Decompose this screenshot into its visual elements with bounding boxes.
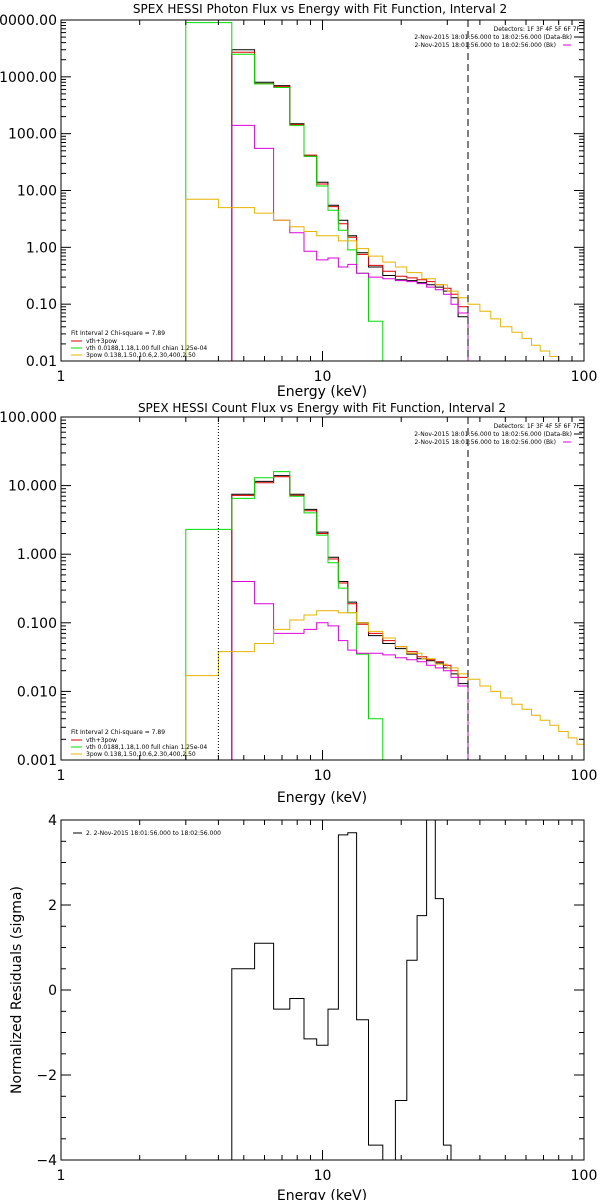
chart-title: SPEX HESSI Photon Flux vs Energy with Fi…	[133, 2, 507, 16]
series-layer	[185, 471, 585, 761]
series-line-3	[185, 22, 384, 361]
y-tick-label: 100.000	[0, 410, 57, 426]
legend-item: vth+3pow	[86, 338, 117, 345]
axis-ticks: 1 10 100 100.000 10.000 1.000 0.100 0.010 0.001	[0, 410, 597, 784]
count-flux-panel: SPEX HESSI Count Flux vs Energy with Fit…	[0, 401, 597, 806]
x-axis-label: Energy (keV)	[277, 384, 367, 400]
x-axis-label: Energy (keV)	[277, 1188, 367, 1200]
legend: Fit Interval 2 Chi-square = 7.89 vth+3po…	[71, 729, 207, 758]
y-tick-label: 1.000	[17, 547, 57, 563]
plot-frame	[60, 19, 585, 362]
info-line: 2-Nov-2015 18:01:56.000 to 18:02:56.000 …	[414, 34, 572, 41]
y-tick-label: 0.010	[17, 684, 57, 700]
info-line: 2-Nov-2015 18:01:56.000 to 18:02:56.000 …	[414, 431, 572, 438]
legend: 2. 2-Nov-2015 18:01:56.000 to 18:02:56.0…	[73, 830, 221, 837]
y-tick-label: 1000.00	[0, 70, 57, 86]
y-tick-label: 0.10	[26, 297, 57, 313]
series-line-2	[218, 51, 469, 362]
series-line-4	[218, 581, 469, 761]
legend-item: Fit Interval 2 Chi-square = 7.89	[71, 729, 165, 736]
legend-item: vth+3pow	[86, 737, 117, 744]
legend-item: vth 0.0188,1.18,1.00 full chian 1.25e-04	[86, 345, 207, 352]
y-tick-label: −2	[36, 1068, 57, 1084]
info-line: Detectors: 1F 3F 4F 5F 6F 7F	[494, 423, 581, 430]
y-tick-label: 4	[48, 813, 57, 829]
series-layer	[218, 819, 468, 1161]
legend-item: 3pow 0.138,1.50,10.6,2.30,400,2.50	[86, 352, 196, 359]
series-line-5	[185, 610, 585, 760]
info-block: Detectors: 1F 3F 4F 5F 6F 7F 2-Nov-2015 …	[414, 423, 582, 446]
x-tick-label: 10	[314, 1168, 332, 1184]
y-tick-label: 0.001	[17, 753, 57, 769]
y-tick-label: 0.01	[26, 354, 57, 370]
legend: Fit Interval 2 Chi-square = 7.89 vth+3po…	[71, 330, 207, 359]
y-tick-label: 1.00	[26, 240, 57, 256]
y-tick-label: 0	[48, 983, 57, 999]
series-line-1	[218, 49, 469, 362]
info-line: Detectors: 1F 3F 4F 5F 6F 7F	[494, 26, 581, 33]
info-line: 2-Nov-2015 18:01:56.000 to 18:02:56.000 …	[414, 439, 556, 446]
photon-flux-panel: SPEX HESSI Photon Flux vs Energy with Fi…	[0, 2, 597, 400]
series-line-3	[185, 471, 384, 760]
series-line-2	[218, 476, 469, 761]
x-tick-label: 100	[571, 1168, 598, 1184]
reference-lines	[217, 417, 469, 760]
legend-item: Fit Interval 2 Chi-square = 7.89	[71, 330, 165, 337]
x-tick-label: 100	[571, 768, 598, 784]
series-line-4	[218, 124, 469, 362]
series-line-5	[185, 198, 584, 362]
info-block: Detectors: 1F 3F 4F 5F 6F 7F 2-Nov-2015 …	[414, 26, 582, 49]
x-tick-label: 1	[57, 1168, 66, 1184]
y-tick-label: 10.000	[8, 479, 57, 495]
y-tick-label: −4	[36, 1153, 57, 1169]
series-line-1	[218, 475, 469, 761]
info-line: 2-Nov-2015 18:01:56.000 to 18:02:56.000 …	[414, 42, 556, 49]
plot-frame	[60, 819, 585, 1161]
x-tick-label: 10	[314, 369, 332, 385]
axis-ticks: 1 10 100 4 2 0 −2 −4	[36, 813, 597, 1184]
plot-frame	[60, 416, 585, 761]
residuals-panel: 1 10 100 4 2 0 −2 −4 2. 2-Nov-2015 18:01:56.000…	[9, 813, 597, 1200]
x-tick-label: 100	[571, 369, 598, 385]
axis-ticks: 1 10 100 0000.00 1000.00 100.00 10.00 1.00 0.10 0…	[0, 13, 597, 385]
x-tick-label: 10	[314, 768, 332, 784]
y-tick-label: 0000.00	[0, 13, 57, 29]
series-line-1	[218, 819, 468, 1161]
legend-item: 3pow 0.138,1.50,10.6,2.30,400,2.50	[86, 751, 196, 758]
x-tick-label: 1	[57, 369, 66, 385]
y-axis-label: Normalized Residuals (sigma)	[9, 886, 25, 1094]
y-tick-label: 0.100	[17, 616, 57, 632]
legend-item: vth 0.0188,1.18,1.00 full chian 1.25e-04	[86, 744, 207, 751]
y-tick-label: 2	[48, 898, 57, 914]
y-tick-label: 100.00	[8, 127, 57, 143]
x-tick-label: 1	[57, 768, 66, 784]
chart-title: SPEX HESSI Count Flux vs Energy with Fit…	[138, 401, 506, 415]
legend-item: 2. 2-Nov-2015 18:01:56.000 to 18:02:56.0…	[86, 830, 221, 837]
series-layer	[185, 22, 584, 362]
y-tick-label: 10.00	[17, 184, 57, 200]
x-axis-label: Energy (keV)	[277, 790, 367, 806]
